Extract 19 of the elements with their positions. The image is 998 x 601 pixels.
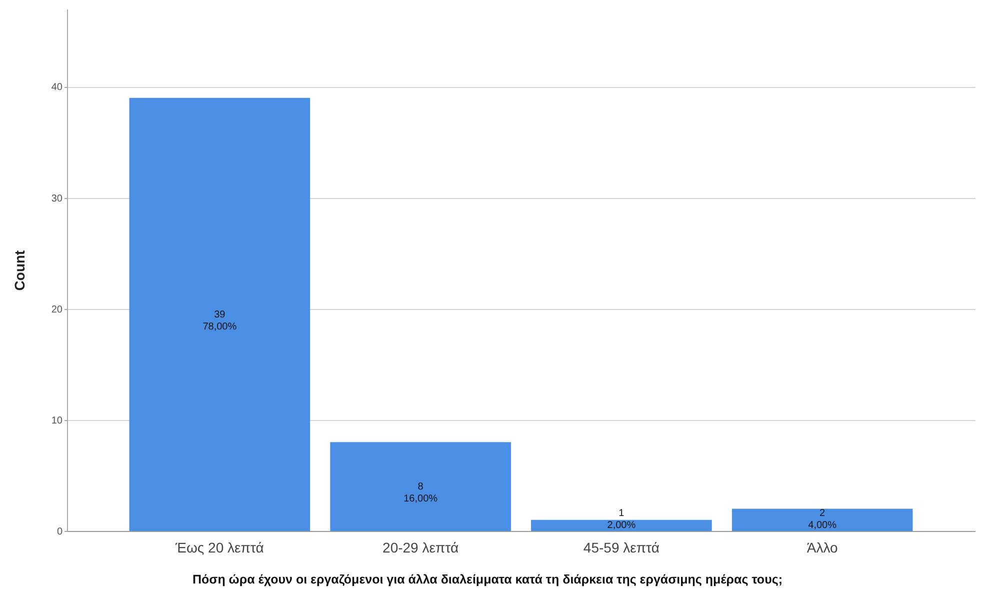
y-tick-label: 20: [51, 304, 63, 316]
data-label: 1 2,00%: [607, 508, 636, 531]
x-tick-label: 20-29 λεπτά: [382, 540, 459, 556]
y-tick-label: 40: [51, 82, 63, 94]
y-axis-title: Count: [11, 250, 28, 291]
bar: [129, 98, 310, 531]
y-tick-label: 30: [51, 193, 63, 204]
x-tick-label: Έως 20 λεπτά: [174, 540, 264, 556]
data-label: 2 4,00%: [808, 508, 837, 531]
x-tick-label: Άλλο: [806, 540, 838, 556]
bar: [330, 442, 511, 531]
y-tick-label: 0: [56, 526, 63, 538]
x-axis-title: Πόση ώρα έχουν οι εργαζόμενοι για άλλα διαλείμματα κατά τη διάρκεια της εργάσιμης ημέρας τους;: [192, 572, 783, 586]
bar: [531, 520, 712, 531]
x-tick-label: 45-59 λεπτά: [583, 540, 660, 556]
y-tick-label: 10: [51, 415, 63, 426]
data-label: 8 16,00%: [404, 482, 438, 505]
data-label: 39 78,00%: [202, 309, 237, 332]
bar: [732, 508, 913, 531]
